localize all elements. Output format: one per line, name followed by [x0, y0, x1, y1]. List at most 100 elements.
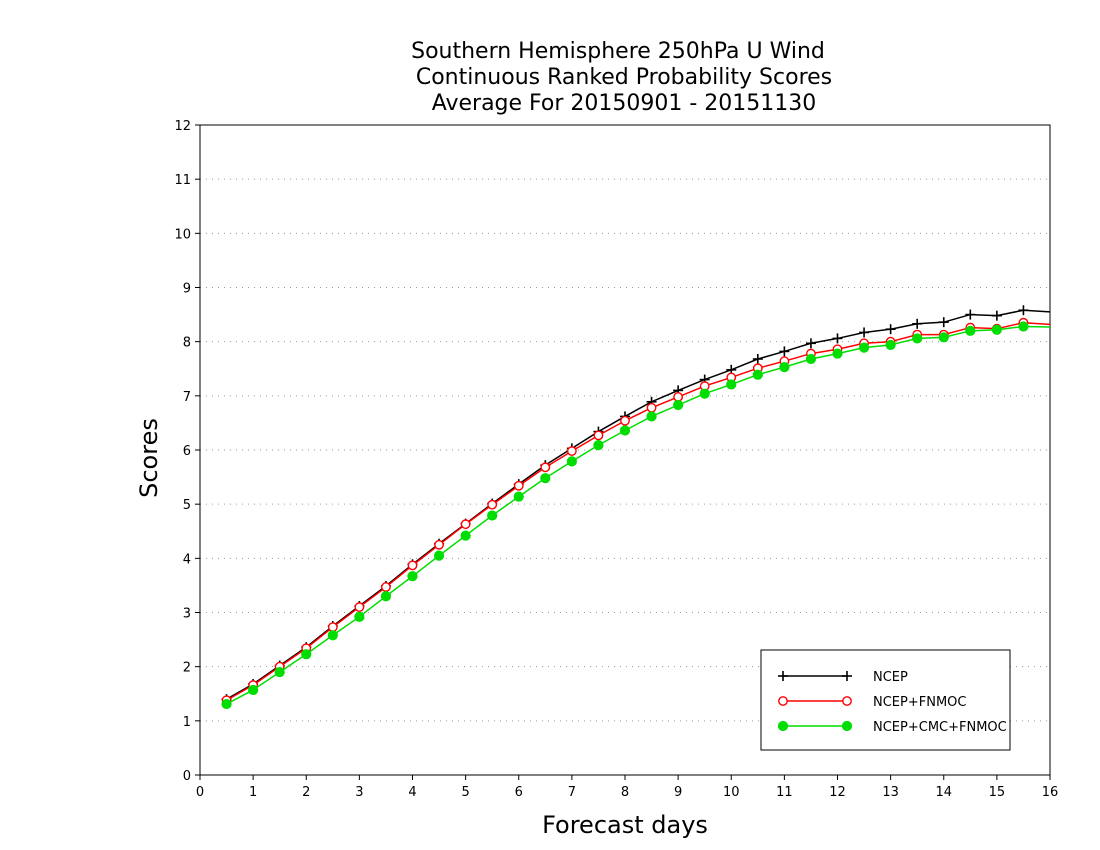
data-point	[593, 430, 604, 441]
x-axis-ticks: 0 1 2 3 4 5 6 7 8 9 10 11 12 13 14 15 16	[196, 775, 1058, 800]
data-point	[407, 560, 418, 571]
series-line	[226, 309, 1051, 700]
data-point	[673, 399, 684, 411]
y-tick-label-7: 7	[183, 390, 191, 405]
legend-label: NCEP	[873, 670, 908, 685]
x-tick-label-11: 11	[776, 785, 793, 800]
y-tick-label-4: 4	[183, 552, 191, 567]
data-point	[248, 684, 259, 696]
data-point	[513, 491, 524, 502]
data-point	[885, 324, 896, 335]
chart-title: Southern Hemisphere 250hPa U Wind Contin…	[411, 39, 832, 116]
legend-label: NCEP+FNMOC	[873, 695, 966, 710]
data-point	[433, 550, 445, 561]
data-point	[991, 310, 1002, 321]
x-tick-label-12: 12	[829, 785, 846, 800]
data-point	[991, 324, 1002, 335]
y-tick-label-6: 6	[183, 444, 191, 459]
x-tick-label-8: 8	[621, 785, 629, 800]
data-point	[1018, 305, 1029, 316]
chart-title-line-3: Average For 20150901 - 20151130	[432, 91, 817, 116]
x-tick-label-15: 15	[989, 785, 1006, 800]
y-tick-label-9: 9	[183, 282, 191, 297]
series-ncep-fnmoc	[221, 317, 1051, 706]
chart-title-line-1: Southern Hemisphere 250hPa U Wind	[411, 39, 825, 64]
y-axis-label: Scores	[135, 418, 163, 498]
x-tick-label-16: 16	[1042, 785, 1059, 800]
data-point	[699, 388, 710, 399]
data-point	[779, 346, 790, 357]
series-ncep-cmc-fnmoc	[221, 321, 1051, 710]
y-tick-label-2: 2	[183, 661, 191, 676]
legend-marker	[777, 720, 789, 732]
data-point	[513, 480, 524, 491]
legend-entry: NCEP+FNMOC	[778, 695, 966, 710]
data-point	[380, 591, 392, 602]
data-point	[327, 630, 338, 641]
x-tick-label-2: 2	[302, 785, 310, 800]
data-point	[540, 473, 551, 484]
series-line	[226, 325, 1051, 705]
chart-title-line-2: Continuous Ranked Probability Scores	[416, 65, 832, 90]
data-point	[221, 698, 232, 710]
data-point	[566, 446, 577, 456]
legend-marker	[841, 720, 853, 732]
x-tick-label-5: 5	[461, 785, 469, 800]
data-point	[832, 333, 843, 344]
y-tick-label-1: 1	[183, 715, 191, 730]
data-point	[460, 519, 471, 530]
data-point	[274, 666, 285, 678]
data-point	[805, 353, 817, 365]
data-point	[673, 392, 684, 402]
x-tick-label-6: 6	[515, 785, 523, 800]
x-tick-label-1: 1	[249, 785, 257, 800]
data-point	[965, 325, 976, 336]
data-point	[301, 649, 312, 660]
y-tick-label-12: 12	[174, 119, 191, 134]
y-tick-label-11: 11	[174, 173, 191, 188]
data-point	[885, 339, 896, 351]
y-tick-label-3: 3	[183, 607, 191, 622]
data-point	[779, 362, 790, 373]
data-point	[540, 462, 551, 473]
data-point	[593, 440, 604, 451]
data-point	[912, 318, 923, 329]
series-line	[226, 321, 1051, 701]
data-point	[620, 415, 630, 426]
legend-marker	[778, 696, 788, 706]
x-tick-label-0: 0	[196, 785, 204, 800]
data-point	[1018, 321, 1029, 332]
data-point	[646, 402, 657, 413]
y-tick-label-8: 8	[183, 336, 191, 351]
x-axis-label: Forecast days	[542, 811, 708, 839]
legend-marker	[778, 671, 788, 681]
data-point	[752, 354, 763, 364]
x-tick-label-4: 4	[408, 785, 416, 800]
series-ncep	[221, 305, 1051, 705]
data-point	[858, 342, 870, 353]
data-point	[381, 582, 391, 592]
legend-marker	[842, 671, 852, 681]
x-tick-label-9: 9	[674, 785, 682, 800]
x-tick-label-13: 13	[882, 785, 899, 800]
series-layer	[221, 305, 1051, 710]
data-point	[434, 539, 444, 550]
legend-label: NCEP+CMC+FNMOC	[873, 720, 1007, 735]
legend-marker	[842, 696, 852, 706]
data-point	[354, 611, 365, 622]
data-point	[566, 456, 577, 467]
data-point	[805, 338, 816, 349]
data-point	[912, 333, 923, 344]
data-point	[965, 309, 976, 320]
data-point	[859, 327, 870, 338]
data-point	[327, 622, 338, 633]
data-point	[646, 411, 657, 422]
data-point	[487, 510, 498, 521]
legend-entry: NCEP	[778, 670, 908, 685]
x-tick-label-14: 14	[935, 785, 952, 800]
data-point	[938, 317, 949, 328]
y-tick-label-0: 0	[183, 769, 191, 784]
legend-box	[760, 649, 1011, 751]
